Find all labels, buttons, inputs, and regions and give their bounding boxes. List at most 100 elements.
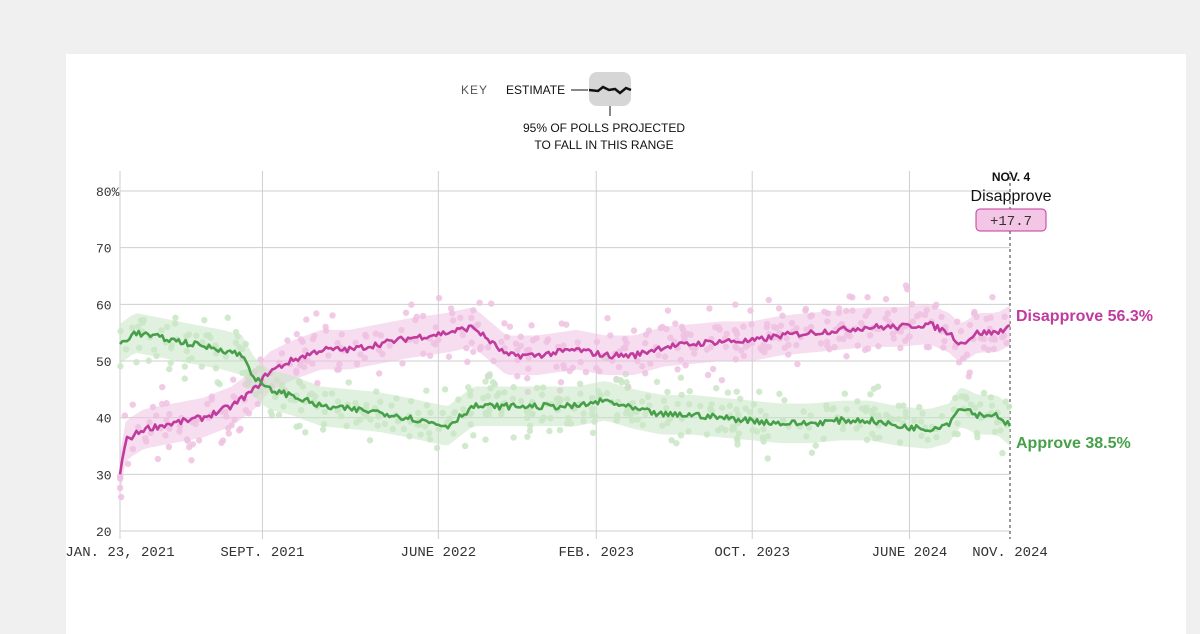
range-band-approve	[120, 313, 1010, 449]
estimate-line-approve	[119, 329, 1012, 433]
poll-dot-approve	[526, 427, 534, 435]
poll-dot-disapprove	[718, 376, 726, 384]
poll-dot-approve	[482, 436, 489, 443]
legend-key: KEY ESTIMATE 95% OF POLLS PROJECTED TO F…	[461, 72, 685, 152]
key-range-line1: 95% OF POLLS PROJECTED	[523, 121, 685, 135]
poll-dot-disapprove	[293, 330, 300, 338]
poll-dot-disapprove	[908, 300, 916, 308]
poll-dot-disapprove	[225, 430, 232, 437]
poll-dot-disapprove	[129, 401, 136, 408]
poll-dot-approve	[867, 391, 874, 398]
poll-dot-approve	[433, 444, 441, 452]
poll-dot-approve	[668, 437, 675, 444]
poll-dot-approve	[589, 429, 597, 437]
poll-dot-disapprove	[464, 358, 471, 366]
poll-dot-approve	[756, 388, 763, 395]
poll-dot-disapprove	[989, 293, 996, 301]
poll-dot-approve	[441, 386, 449, 393]
poll-dot-approve	[486, 372, 493, 380]
poll-dot-disapprove	[902, 282, 910, 289]
x-tick-label: FEB. 2023	[558, 545, 634, 561]
poll-dot-approve	[345, 379, 352, 386]
poll-dot-approve	[733, 388, 740, 395]
poll-dot-approve	[181, 363, 188, 370]
x-tick-label: OCT. 2023	[714, 545, 790, 561]
key-range-line2: TO FALL IN THIS RANGE	[534, 138, 673, 152]
poll-dot-approve	[181, 375, 188, 382]
poll-dot-disapprove	[329, 312, 336, 319]
poll-dot-approve	[623, 379, 630, 386]
poll-dot-approve	[546, 427, 553, 435]
poll-dot-disapprove	[604, 314, 611, 322]
poll-dot-disapprove	[846, 293, 853, 300]
poll-dot-disapprove	[794, 360, 801, 368]
axes: 20 30 40 50 60 70 80% JAN. 23, 2021 SEPT. 2021 JU…	[66, 185, 1048, 561]
poll-dot-disapprove	[470, 348, 477, 355]
poll-dot-disapprove	[219, 437, 227, 444]
estimate-lines	[118, 320, 1012, 475]
approval-chart: 20 30 40 50 60 70 80% JAN. 23, 2021 SEPT. 2021 JU…	[66, 72, 1153, 561]
poll-dot-approve	[489, 379, 497, 386]
x-tick-label: JUNE 2024	[872, 545, 948, 561]
poll-dot-disapprove	[524, 375, 531, 382]
poll-dot-approve	[172, 314, 179, 322]
poll-dot-disapprove	[501, 320, 508, 327]
poll-dot-disapprove	[843, 353, 850, 360]
poll-dot-disapprove	[159, 383, 166, 391]
poll-dot-approve	[319, 426, 327, 433]
poll-dot-approve	[673, 440, 680, 447]
poll-dot-disapprove	[476, 299, 483, 306]
x-tick-label: SEPT. 2021	[220, 545, 304, 561]
poll-dot-approve	[117, 363, 124, 370]
y-tick-label: 70	[96, 242, 112, 257]
poll-dot-approve	[781, 397, 788, 404]
poll-dot-disapprove	[154, 455, 162, 463]
y-tick-label: 40	[96, 412, 112, 427]
poll-dot-disapprove	[445, 353, 453, 360]
poll-dot-disapprove	[802, 307, 809, 314]
poll-dot-disapprove	[747, 307, 754, 314]
x-tick-label: JUNE 2022	[401, 545, 477, 561]
poll-dot-approve	[556, 426, 564, 434]
poll-dot-approve	[664, 388, 671, 396]
poll-dot-approve	[980, 389, 988, 397]
poll-dot-disapprove	[313, 310, 320, 317]
poll-dot-disapprove	[124, 460, 132, 468]
poll-dot-approve	[461, 442, 469, 450]
poll-dot-approve	[145, 357, 152, 364]
poll-dot-disapprove	[230, 376, 237, 383]
poll-dot-disapprove	[435, 294, 443, 302]
poll-dot-approve	[677, 374, 685, 381]
poll-dot-disapprove	[563, 321, 570, 328]
series-end-label-approve: Approve 38.5%	[1016, 435, 1131, 452]
series-end-label-disapprove: Disapprove 56.3%	[1016, 308, 1153, 325]
key-estimate-swatch	[588, 85, 632, 95]
poll-dot-disapprove	[117, 493, 125, 501]
poll-dot-disapprove	[506, 323, 514, 330]
poll-dot-disapprove	[528, 322, 535, 329]
poll-dot-approve	[686, 388, 693, 395]
y-tick-label: 80%	[96, 185, 120, 200]
poll-dot-disapprove	[121, 412, 129, 419]
poll-dot-approve	[166, 365, 173, 373]
x-tick-label: NOV. 2024	[972, 545, 1048, 561]
poll-dot-disapprove	[674, 366, 681, 373]
callout-margin: +17.7	[990, 214, 1032, 230]
poll-dot-approve	[999, 449, 1006, 457]
poll-dot-disapprove	[923, 343, 930, 351]
poll-dot-disapprove	[399, 360, 406, 367]
poll-dot-approve	[808, 449, 816, 456]
poll-dot-approve	[167, 359, 174, 367]
poll-dot-disapprove	[706, 305, 713, 312]
poll-dot-approve	[224, 314, 231, 321]
poll-dot-approve	[133, 359, 140, 366]
gridlines	[119, 171, 1011, 539]
poll-dot-approve	[470, 432, 477, 439]
y-tick-label: 30	[96, 468, 112, 483]
key-estimate-label: ESTIMATE	[506, 83, 565, 97]
poll-dot-disapprove	[188, 457, 195, 464]
poll-dot-disapprove	[488, 300, 495, 307]
poll-dot-approve	[296, 422, 303, 430]
poll-dot-approve	[482, 378, 489, 385]
poll-dot-disapprove	[375, 370, 383, 377]
